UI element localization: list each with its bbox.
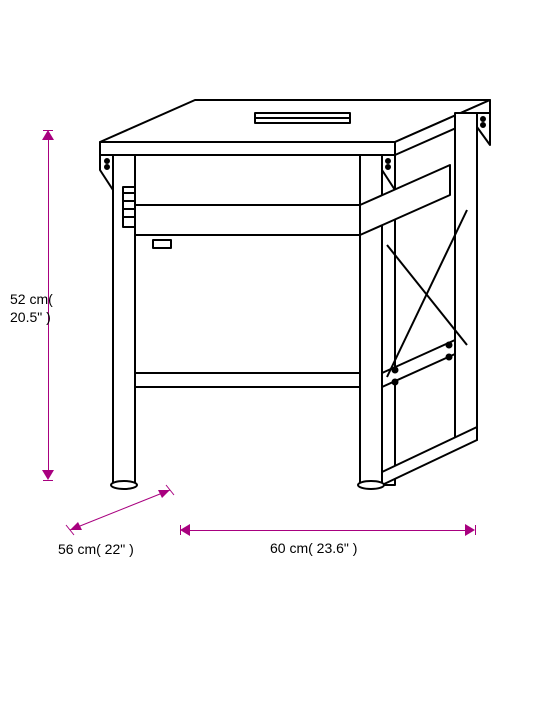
dim-height-arrow-bottom: [42, 470, 54, 480]
dim-width-tick-right: [475, 525, 476, 535]
product-drawing: [95, 95, 495, 490]
dim-height-tick-top: [43, 130, 53, 131]
dim-height-arrow-top: [42, 130, 54, 140]
dim-width-line: [186, 530, 469, 531]
dim-width-arrow-right: [465, 524, 475, 536]
diagram-canvas: 52 cm( 20.5" ) 60 cm( 23.6" ) 56 cm( 22"…: [0, 0, 540, 720]
dim-width-tick-left: [180, 525, 181, 535]
dim-height-tick-bottom: [43, 480, 53, 481]
dim-width-label: 60 cm( 23.6" ): [270, 540, 357, 556]
dim-height-label: 52 cm( 20.5" ): [10, 290, 60, 326]
dim-width-arrow-left: [180, 524, 190, 536]
dim-depth-label: 56 cm( 22" ): [58, 540, 134, 558]
